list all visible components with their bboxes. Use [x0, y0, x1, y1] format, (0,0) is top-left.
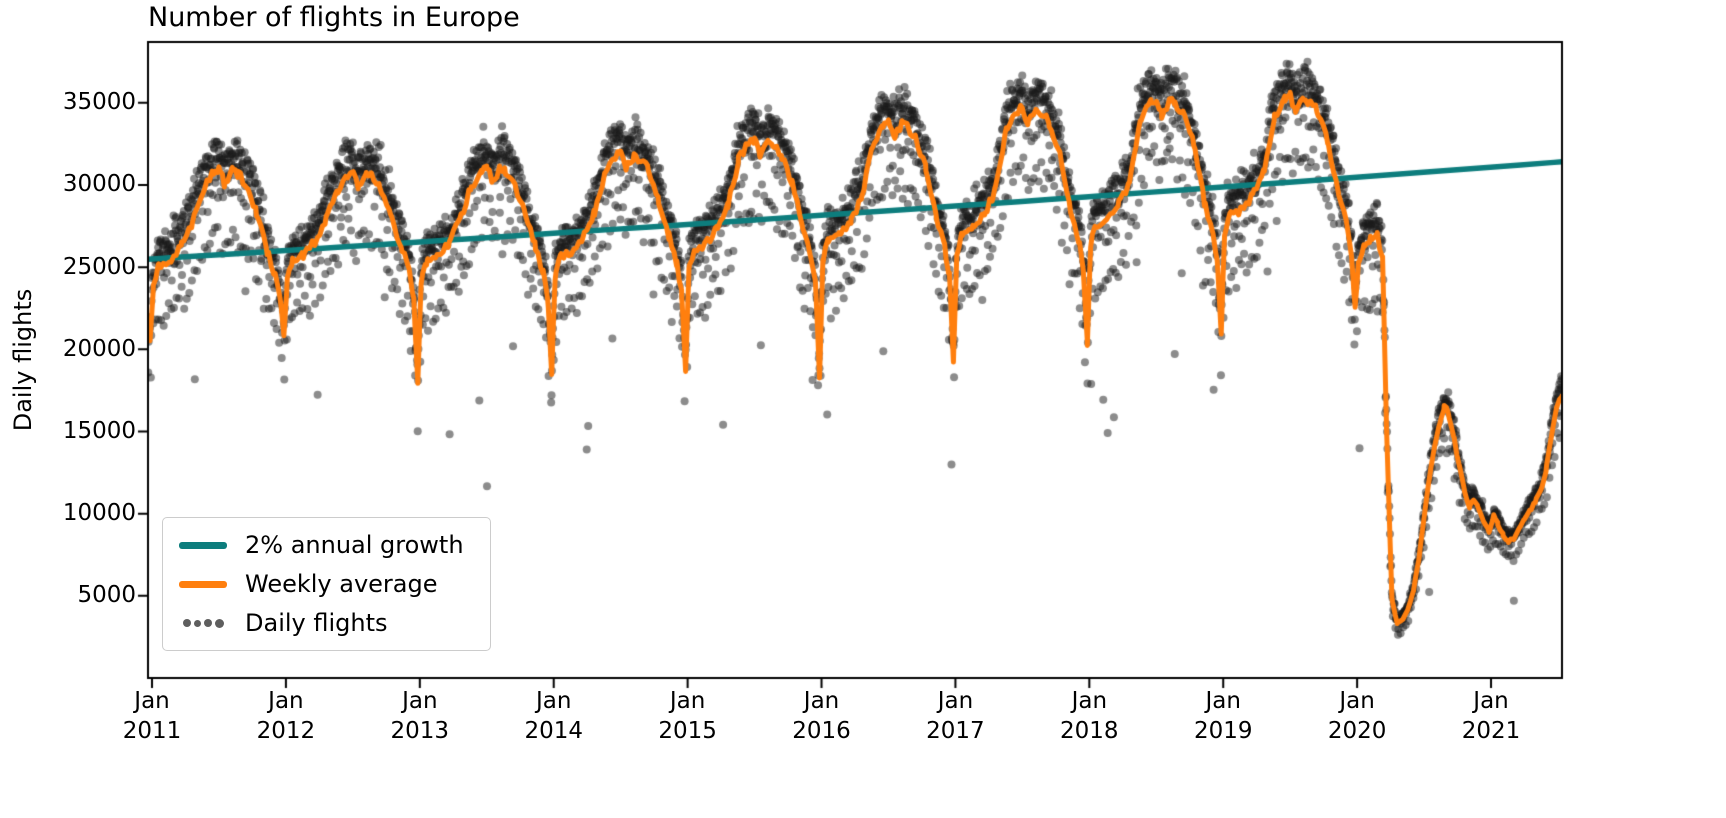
x-tick-month: Jan [402, 688, 438, 714]
x-tick-label: Jan 2018 [1039, 686, 1139, 746]
x-tick-label: Jan 2016 [772, 686, 872, 746]
y-tick-label: 25000 [62, 253, 136, 280]
x-tick-year: 2021 [1461, 718, 1521, 744]
legend-label-weekly: Weekly average [245, 570, 438, 598]
x-tick-label: Jan 2021 [1441, 686, 1541, 746]
x-tick-month: Jan [268, 688, 304, 714]
x-tick-year: 2013 [390, 718, 450, 744]
y-tick-label: 5000 [77, 582, 136, 609]
x-tick-month: Jan [1205, 688, 1241, 714]
x-tick-year: 2020 [1327, 718, 1387, 744]
x-tick-year: 2014 [524, 718, 583, 744]
x-tick-month: Jan [535, 688, 572, 714]
x-tick-label: Jan 2013 [370, 686, 470, 746]
x-tick-label: Jan 2014 [504, 686, 604, 746]
legend: 2% annual growth Weekly average Daily fl… [162, 517, 491, 651]
x-tick-year: 2018 [1060, 718, 1119, 744]
x-tick-year: 2011 [122, 718, 182, 744]
x-tick-label: Jan 2017 [905, 686, 1005, 746]
growth-line-swatch [179, 541, 227, 549]
x-tick-label: Jan 2015 [638, 686, 738, 746]
legend-label-daily: Daily flights [245, 609, 388, 637]
legend-item-daily: Daily flights [179, 609, 464, 637]
x-tick-month: Jan [1473, 688, 1509, 714]
legend-item-weekly: Weekly average [179, 570, 464, 598]
daily-dots-swatch [179, 618, 227, 628]
x-tick-month: Jan [669, 688, 706, 714]
x-tick-month: Jan [1339, 688, 1375, 714]
weekly-line-swatch [179, 580, 227, 588]
y-tick-label: 35000 [62, 89, 136, 116]
x-tick-month: Jan [1071, 688, 1108, 714]
y-tick-label: 20000 [62, 335, 136, 362]
x-tick-month: Jan [803, 688, 840, 714]
y-tick-label: 15000 [62, 417, 136, 444]
x-tick-year: 2017 [926, 718, 985, 744]
x-tick-month: Jan [937, 688, 974, 714]
x-tick-year: 2015 [658, 718, 717, 744]
x-tick-year: 2019 [1193, 718, 1253, 744]
y-tick-label: 30000 [62, 171, 136, 198]
x-tick-label: Jan 2011 [102, 686, 202, 746]
x-tick-label: Jan 2019 [1173, 686, 1273, 746]
x-tick-year: 2012 [256, 718, 316, 744]
y-tick-label: 10000 [62, 500, 136, 527]
x-tick-label: Jan 2020 [1307, 686, 1407, 746]
legend-item-growth: 2% annual growth [179, 531, 464, 559]
x-tick-year: 2016 [792, 718, 851, 744]
legend-label-growth: 2% annual growth [245, 531, 464, 559]
x-tick-month: Jan [134, 688, 170, 714]
x-tick-label: Jan 2012 [236, 686, 336, 746]
